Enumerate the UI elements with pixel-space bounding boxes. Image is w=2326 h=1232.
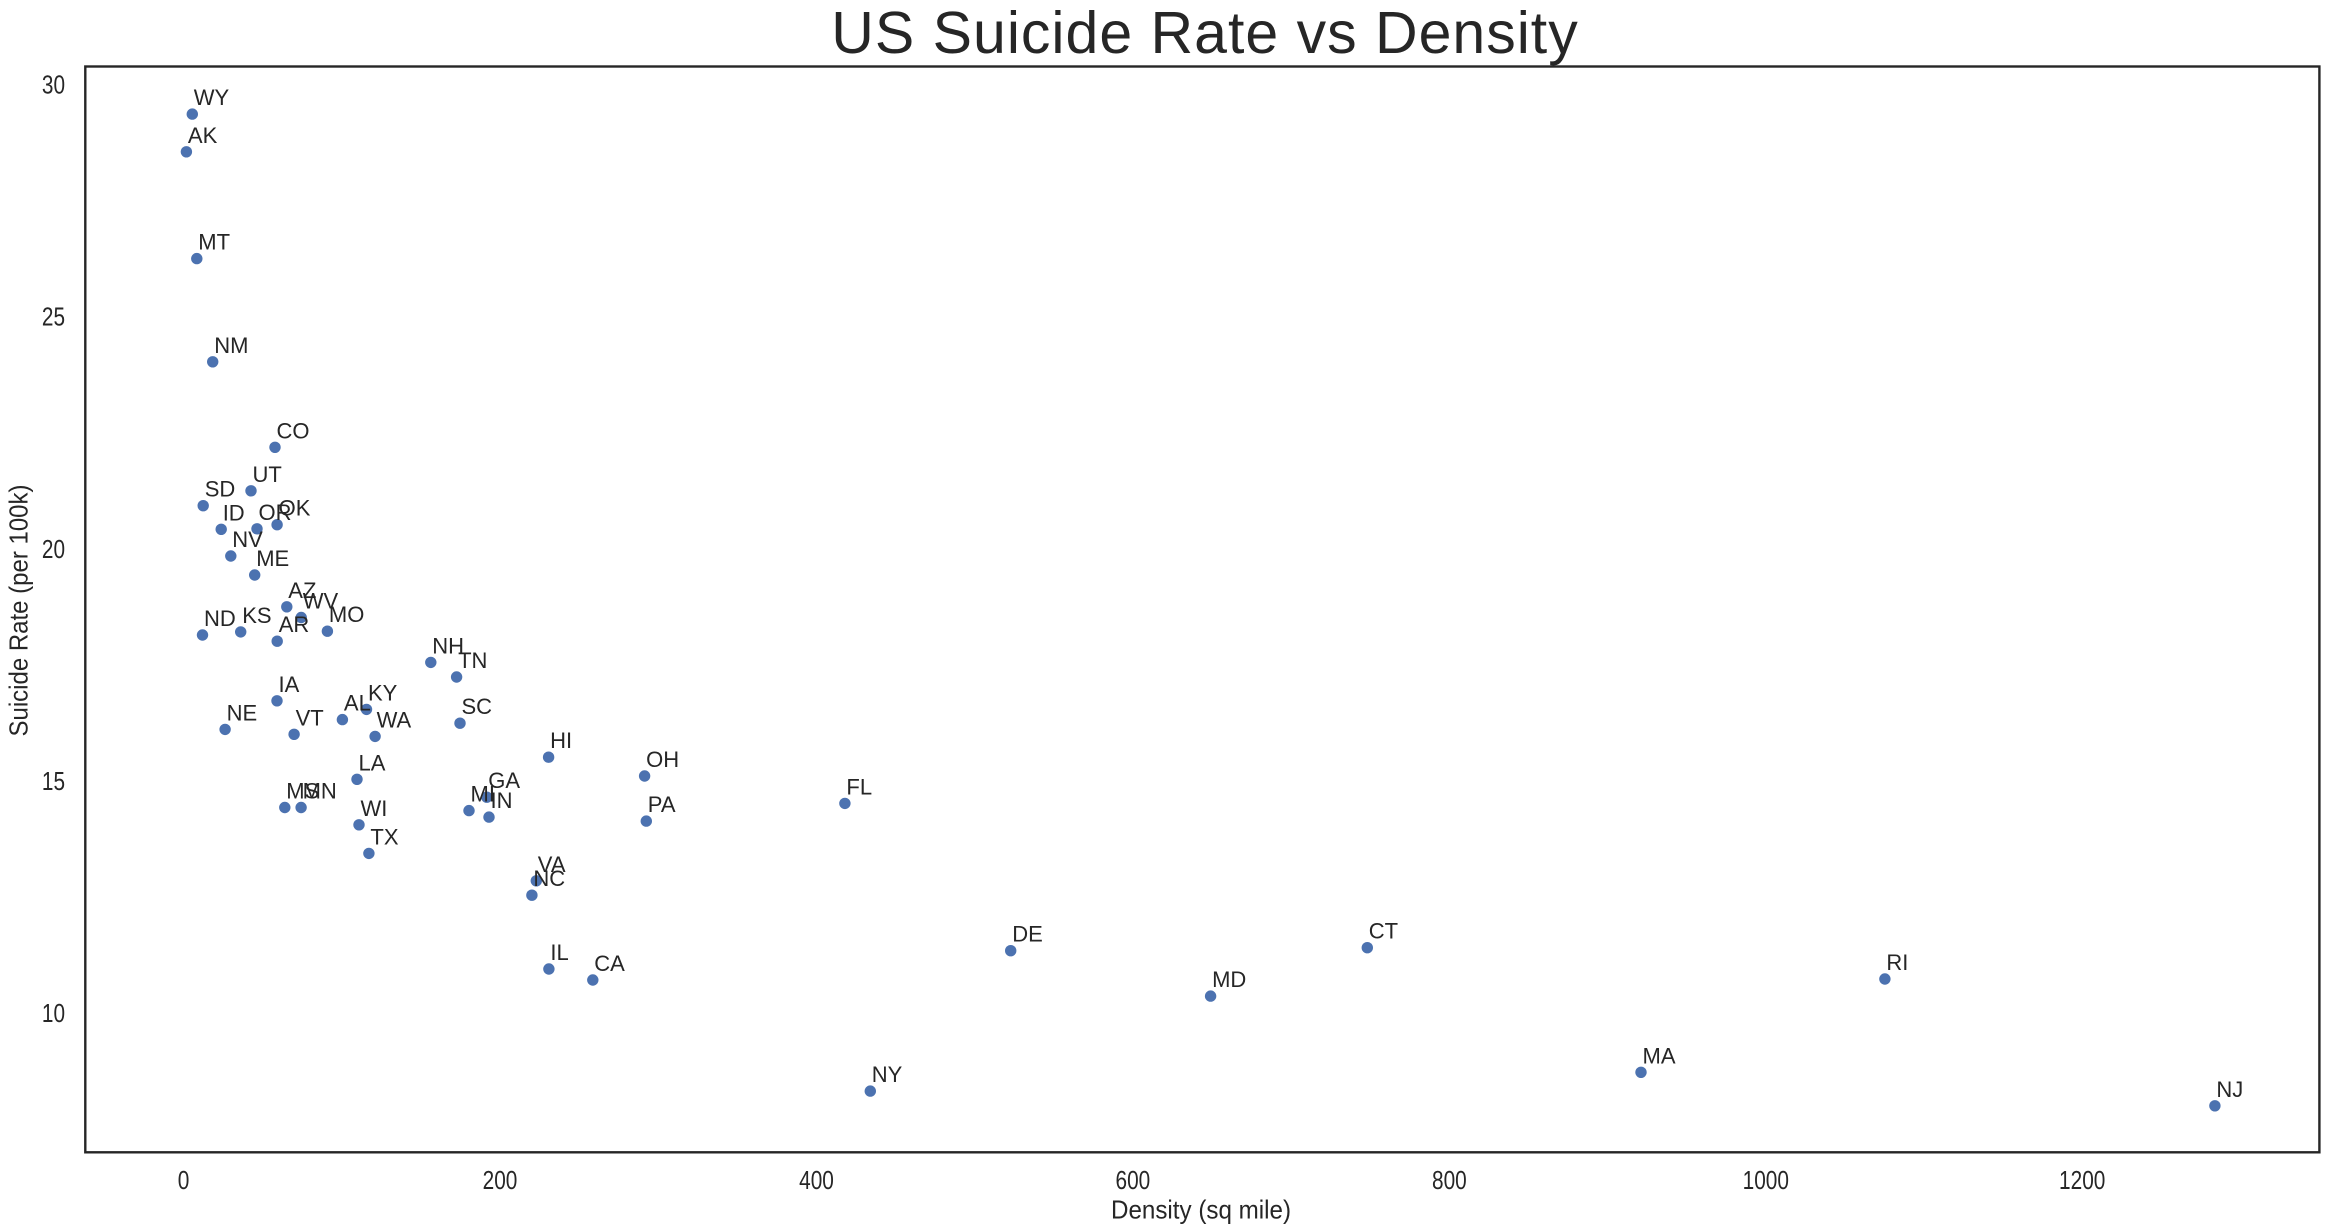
svg-text:MT: MT [198,230,230,255]
svg-text:30: 30 [42,70,65,100]
svg-text:CO: CO [277,418,310,443]
svg-text:SC: SC [462,694,493,719]
svg-text:600: 600 [1116,1165,1151,1195]
svg-text:VA: VA [538,852,566,877]
svg-text:WV: WV [303,589,339,614]
svg-text:400: 400 [799,1165,834,1195]
svg-text:NC: NC [533,866,565,891]
svg-text:0: 0 [178,1165,190,1195]
svg-text:MN: MN [303,779,337,804]
svg-text:200: 200 [483,1165,518,1195]
svg-text:TX: TX [370,824,398,849]
svg-text:15: 15 [42,766,65,796]
svg-text:WI: WI [361,796,388,821]
svg-text:ND: ND [204,606,236,631]
svg-text:20: 20 [42,534,65,564]
svg-text:Suicide Rate (per 100k): Suicide Rate (per 100k) [4,485,34,737]
svg-text:SD: SD [205,477,236,502]
svg-text:HI: HI [550,728,572,753]
svg-text:CT: CT [1369,919,1398,944]
svg-text:MD: MD [1212,967,1246,992]
svg-text:LA: LA [359,750,386,775]
svg-text:NJ: NJ [2216,1077,2243,1102]
svg-text:MO: MO [329,602,364,627]
svg-text:ID: ID [223,500,245,525]
svg-text:MA: MA [1643,1043,1676,1068]
svg-text:NE: NE [227,700,258,725]
svg-text:IA: IA [279,672,300,697]
svg-text:WY: WY [194,85,230,110]
svg-text:Density (sq mile): Density (sq mile) [1111,1195,1291,1225]
svg-text:NM: NM [214,333,248,358]
svg-text:UT: UT [253,462,282,487]
svg-text:US Suicide Rate vs Density: US Suicide Rate vs Density [831,0,1578,66]
svg-text:MI: MI [471,782,495,807]
svg-text:DE: DE [1012,922,1043,947]
svg-text:1000: 1000 [1743,1165,1789,1195]
svg-text:10: 10 [42,998,65,1028]
svg-text:NV: NV [232,527,263,552]
svg-text:KY: KY [368,680,398,705]
svg-text:IN: IN [491,788,513,813]
svg-text:ME: ME [256,546,289,571]
svg-text:NH: NH [432,633,464,658]
svg-text:800: 800 [1432,1165,1467,1195]
svg-text:CA: CA [594,951,625,976]
svg-text:1200: 1200 [2059,1165,2105,1195]
svg-text:MS: MS [286,779,319,804]
svg-text:NY: NY [872,1062,903,1087]
svg-text:RI: RI [1886,950,1908,975]
svg-text:OK: OK [279,496,311,521]
svg-text:PA: PA [648,792,676,817]
svg-text:AK: AK [188,123,218,148]
svg-text:AR: AR [279,612,310,637]
svg-text:25: 25 [42,302,65,332]
svg-text:VT: VT [296,705,324,730]
svg-text:AL: AL [344,691,371,716]
svg-text:KS: KS [242,603,271,628]
svg-text:TN: TN [458,648,487,673]
svg-text:WA: WA [377,707,412,732]
svg-text:IL: IL [550,940,568,965]
svg-text:FL: FL [846,774,872,799]
svg-text:GA: GA [488,768,520,793]
svg-text:OR: OR [259,500,292,525]
svg-text:OH: OH [646,747,679,772]
svg-text:AZ: AZ [288,578,316,603]
